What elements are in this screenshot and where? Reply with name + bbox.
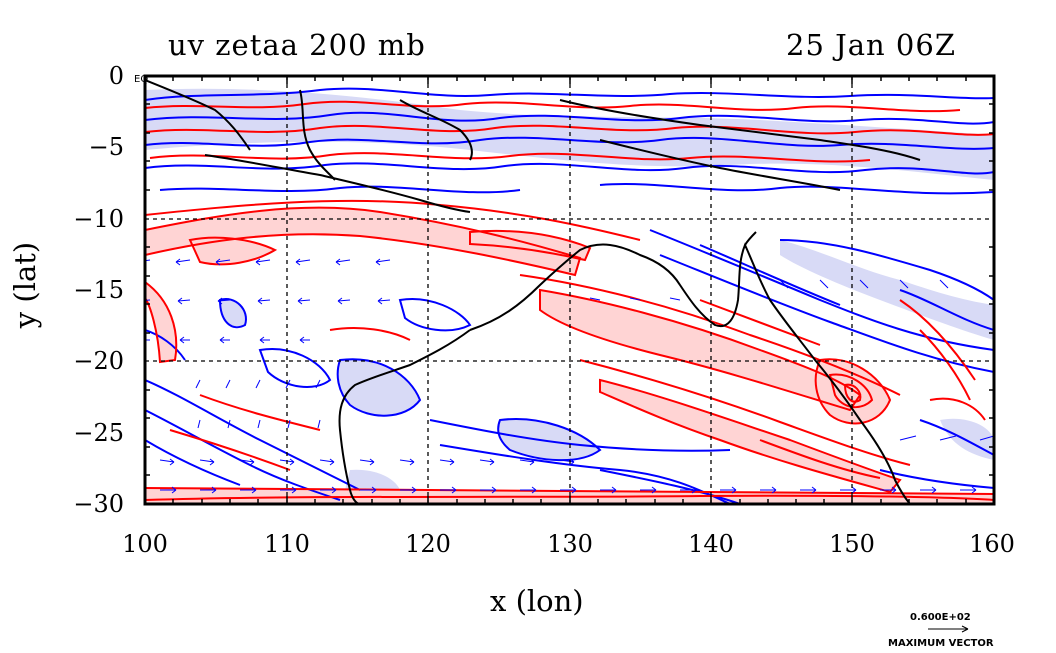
xtick-label: 100 [122, 530, 168, 558]
map-grid [145, 76, 994, 504]
ytick-label: −20 [73, 347, 124, 375]
plot-frame [143, 74, 996, 506]
xtick-label: 130 [547, 530, 593, 558]
ytick-label: −30 [73, 490, 124, 518]
map-title: uv zetaa 200 mb [168, 28, 426, 62]
ytick-label: 0 [108, 62, 124, 90]
ytick-label: −10 [73, 205, 124, 233]
equator-label: EQ [134, 74, 149, 85]
max-vector-label: MAXIMUM VECTOR [888, 638, 994, 649]
wind-vectors [145, 258, 994, 494]
x-axis-label: x (lon) [490, 584, 584, 618]
map-valid-time: 25 Jan 06Z [786, 28, 956, 62]
ytick-label: −15 [73, 276, 124, 304]
xtick-label: 150 [829, 530, 875, 558]
y-axis-label: y (lat) [8, 241, 43, 329]
xtick-label: 160 [969, 530, 1015, 558]
max-vector-value: 0.600E+02 [910, 612, 971, 623]
ytick-label: −25 [73, 419, 124, 447]
xtick-label: 140 [688, 530, 734, 558]
ytick-label: −5 [88, 133, 124, 161]
xtick-label: 110 [264, 530, 310, 558]
coastlines [145, 79, 921, 504]
xtick-label: 120 [405, 530, 451, 558]
max-vector-arrow [928, 625, 969, 633]
